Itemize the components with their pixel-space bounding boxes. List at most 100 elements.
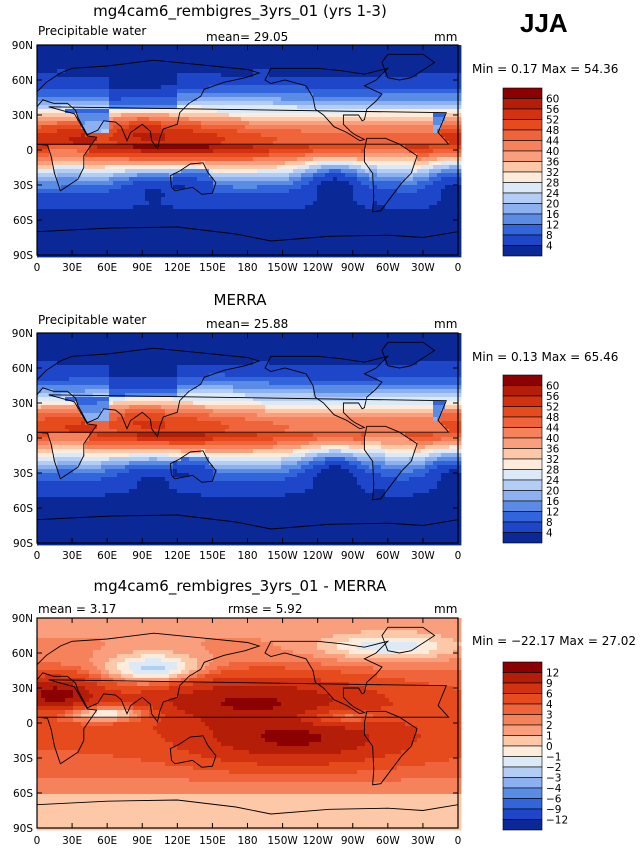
field-cell bbox=[321, 85, 326, 90]
field-cell bbox=[209, 57, 214, 62]
field-cell bbox=[145, 121, 150, 126]
field-cell bbox=[341, 205, 346, 210]
field-cell bbox=[325, 173, 330, 178]
field-cell bbox=[185, 153, 190, 158]
field-cell bbox=[441, 49, 446, 54]
field-cell bbox=[181, 185, 186, 190]
field-cell bbox=[249, 69, 254, 74]
field-cell bbox=[309, 61, 314, 66]
field-cell bbox=[417, 93, 422, 98]
field-cell bbox=[141, 229, 146, 234]
field-cell bbox=[249, 145, 254, 150]
field-cell bbox=[277, 173, 282, 178]
field-cell bbox=[57, 173, 62, 178]
field-cell bbox=[289, 117, 294, 122]
field-cell bbox=[53, 209, 58, 214]
field-cell bbox=[161, 149, 166, 154]
field-cell bbox=[205, 57, 210, 62]
field-cell bbox=[205, 149, 210, 154]
field-cell bbox=[433, 129, 438, 134]
panel-3-mean-label: mean = 3.17 bbox=[38, 602, 117, 616]
field-cell bbox=[329, 77, 334, 82]
field-cell bbox=[313, 181, 318, 186]
field-cell bbox=[441, 121, 446, 126]
field-cell bbox=[225, 117, 230, 122]
field-cell bbox=[353, 69, 358, 74]
field-cell bbox=[81, 169, 86, 174]
field-cell bbox=[201, 141, 206, 146]
field-cell bbox=[201, 193, 206, 198]
field-cell bbox=[65, 185, 70, 190]
field-cell bbox=[401, 201, 406, 206]
field-cell bbox=[265, 213, 270, 218]
field-cell bbox=[229, 121, 234, 126]
field-cell bbox=[249, 193, 254, 198]
field-cell bbox=[241, 197, 246, 202]
field-cell bbox=[221, 105, 226, 110]
field-cell bbox=[441, 89, 446, 94]
field-cell bbox=[345, 85, 350, 90]
field-cell bbox=[145, 177, 150, 182]
field-cell bbox=[145, 193, 150, 198]
field-cell bbox=[109, 181, 114, 186]
field-cell bbox=[61, 189, 66, 194]
field-cell bbox=[313, 97, 318, 102]
field-cell bbox=[453, 109, 458, 114]
field-cell bbox=[393, 229, 398, 234]
field-cell bbox=[341, 197, 346, 202]
field-cell bbox=[377, 205, 382, 210]
field-cell bbox=[237, 117, 242, 122]
field-cell bbox=[37, 57, 42, 62]
field-cell bbox=[41, 205, 46, 210]
field-cell bbox=[145, 165, 150, 170]
field-cell bbox=[265, 101, 270, 106]
field-cell bbox=[309, 157, 314, 162]
field-cell bbox=[233, 81, 238, 86]
field-cell bbox=[413, 165, 418, 170]
field-cell bbox=[185, 77, 190, 82]
field-cell bbox=[273, 189, 278, 194]
field-cell bbox=[321, 193, 326, 198]
field-cell bbox=[449, 105, 454, 110]
field-cell bbox=[457, 205, 462, 210]
field-cell bbox=[421, 169, 426, 174]
field-cell bbox=[133, 109, 138, 114]
field-cell bbox=[301, 217, 306, 222]
field-cell bbox=[381, 221, 386, 226]
field-cell bbox=[45, 221, 50, 226]
field-cell bbox=[457, 61, 462, 66]
field-cell bbox=[65, 181, 70, 186]
field-cell bbox=[353, 61, 358, 66]
field-cell bbox=[213, 45, 218, 50]
field-cell bbox=[157, 49, 162, 54]
field-cell bbox=[269, 73, 274, 78]
field-cell bbox=[413, 133, 418, 138]
field-cell bbox=[53, 149, 58, 154]
field-cell bbox=[173, 217, 178, 222]
field-cell bbox=[237, 205, 242, 210]
field-cell bbox=[333, 213, 338, 218]
field-cell bbox=[437, 205, 442, 210]
field-cell bbox=[453, 185, 458, 190]
field-cell bbox=[369, 81, 374, 86]
field-cell bbox=[61, 93, 66, 98]
field-cell bbox=[413, 45, 418, 50]
field-cell bbox=[377, 225, 382, 230]
field-cell bbox=[389, 61, 394, 66]
field-cell bbox=[453, 81, 458, 86]
field-cell bbox=[241, 89, 246, 94]
field-cell bbox=[453, 173, 458, 178]
field-cell bbox=[285, 49, 290, 54]
field-cell bbox=[341, 77, 346, 82]
field-cell bbox=[161, 221, 166, 226]
field-cell bbox=[401, 229, 406, 234]
field-cell bbox=[433, 133, 438, 138]
field-cell bbox=[269, 189, 274, 194]
field-cell bbox=[201, 173, 206, 178]
field-cell bbox=[165, 65, 170, 70]
field-cell bbox=[173, 93, 178, 98]
field-cell bbox=[193, 137, 198, 142]
field-cell bbox=[445, 133, 450, 138]
field-cell bbox=[121, 105, 126, 110]
field-cell bbox=[377, 161, 382, 166]
